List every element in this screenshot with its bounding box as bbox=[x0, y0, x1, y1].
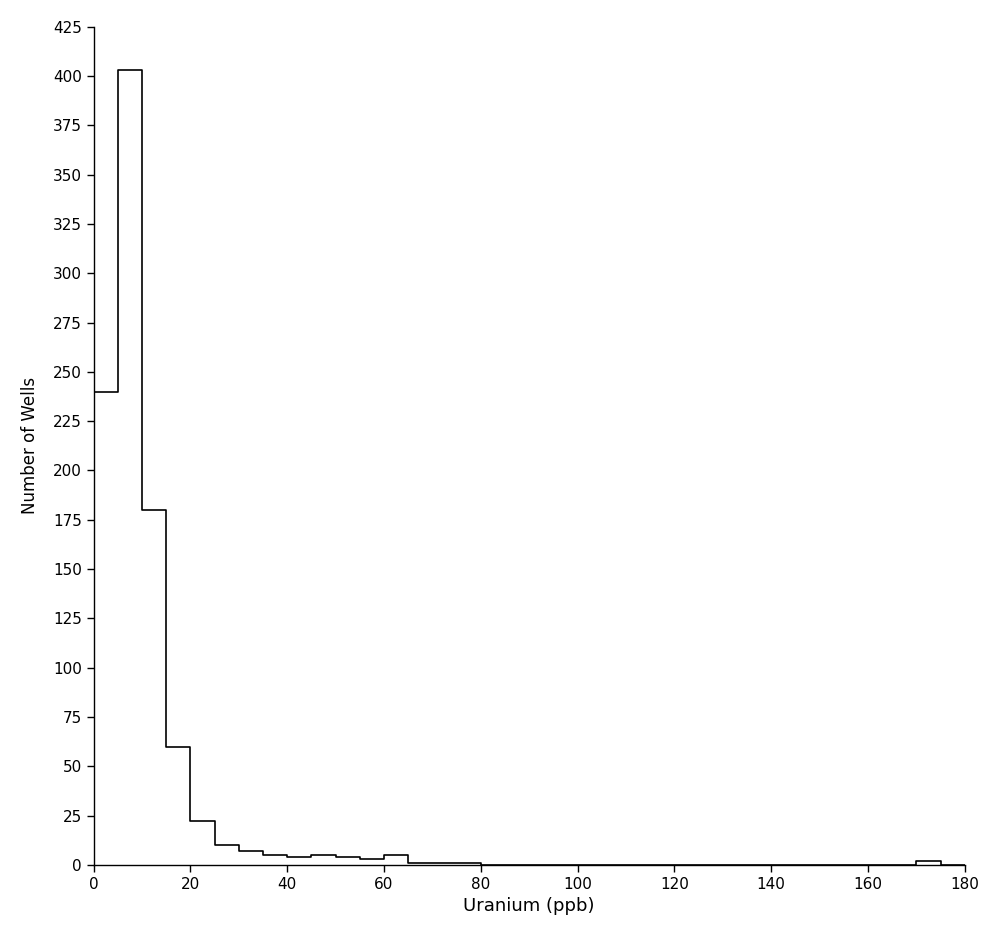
Y-axis label: Number of Wells: Number of Wells bbox=[21, 377, 39, 515]
X-axis label: Uranium (ppb): Uranium (ppb) bbox=[463, 898, 595, 915]
